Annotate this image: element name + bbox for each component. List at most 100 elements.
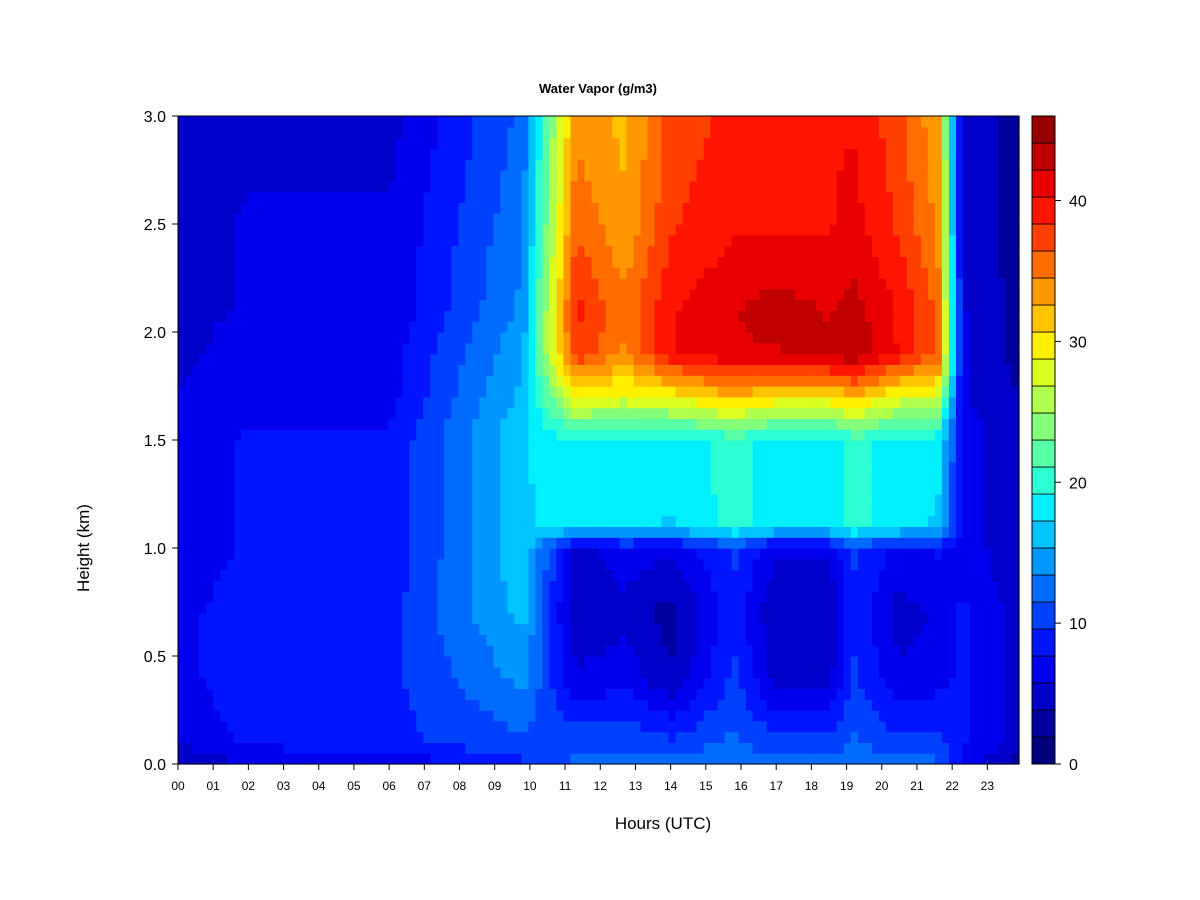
heatmap-cell	[332, 288, 340, 301]
heatmap-cell	[745, 483, 754, 495]
heatmap-cell	[388, 148, 396, 160]
heatmap-cell	[738, 170, 747, 182]
heatmap-cell	[528, 634, 537, 646]
heatmap-cell	[640, 224, 649, 236]
heatmap-cell	[297, 720, 305, 733]
heatmap-cell	[507, 299, 515, 311]
heatmap-cell	[605, 170, 614, 182]
heatmap-cell	[206, 548, 214, 560]
heatmap-cell	[381, 299, 389, 311]
heatmap-cell	[311, 364, 319, 376]
heatmap-cell	[241, 332, 249, 344]
heatmap-cell	[234, 245, 242, 257]
heatmap-cell	[325, 310, 333, 322]
heatmap-cell	[682, 116, 691, 128]
heatmap-cell	[472, 656, 480, 668]
heatmap-cell	[241, 224, 249, 236]
heatmap-cell	[549, 234, 558, 247]
heatmap-cell	[668, 450, 677, 463]
heatmap-cell	[521, 558, 530, 571]
heatmap-cell	[633, 418, 642, 430]
heatmap-cell	[248, 202, 256, 214]
heatmap-cell	[675, 699, 684, 711]
heatmap-cell	[395, 666, 403, 679]
heatmap-cell	[500, 375, 508, 387]
heatmap-cell	[283, 548, 291, 560]
heatmap-cell	[521, 278, 530, 290]
heatmap-cell	[717, 494, 726, 506]
heatmap-cell	[220, 450, 228, 463]
heatmap-cell	[675, 321, 684, 333]
heatmap-cell	[199, 731, 207, 743]
heatmap-cell	[619, 148, 628, 160]
heatmap-cell	[388, 612, 396, 625]
heatmap-cell	[514, 753, 523, 765]
heatmap-cell	[472, 288, 480, 301]
heatmap-cell	[598, 623, 607, 635]
heatmap-cell	[479, 342, 487, 355]
heatmap-cell	[185, 494, 193, 506]
heatmap-cell	[731, 504, 740, 517]
heatmap-cell	[710, 753, 719, 765]
heatmap-cell	[535, 742, 544, 754]
heatmap-cell	[542, 213, 551, 225]
heatmap-cell	[339, 191, 347, 203]
heatmap-cell	[430, 515, 438, 527]
heatmap-cell	[521, 310, 530, 322]
heatmap-cell	[374, 461, 382, 473]
heatmap-cell	[402, 591, 410, 603]
heatmap-cell	[675, 504, 684, 517]
heatmap-cell	[353, 710, 361, 722]
heatmap-cell	[577, 137, 586, 149]
heatmap-cell	[220, 677, 228, 689]
heatmap-cell	[283, 699, 291, 711]
heatmap-cell	[220, 137, 228, 149]
heatmap-cell	[640, 429, 649, 441]
heatmap-cell	[472, 591, 480, 603]
heatmap-cell	[255, 278, 263, 290]
heatmap-cell	[717, 440, 726, 452]
heatmap-cell	[507, 688, 515, 700]
heatmap-cell	[234, 710, 242, 722]
heatmap-cell	[514, 688, 523, 700]
heatmap-cell	[178, 418, 186, 430]
heatmap-cell	[717, 116, 726, 128]
heatmap-cell	[311, 407, 319, 419]
heatmap-cell	[549, 191, 558, 203]
heatmap-cell	[423, 375, 431, 387]
heatmap-cell	[283, 159, 291, 171]
heatmap-cell	[444, 526, 452, 538]
heatmap-cell	[682, 472, 691, 484]
heatmap-cell	[465, 612, 473, 625]
heatmap-cell	[311, 677, 319, 689]
heatmap-cell	[304, 634, 312, 646]
heatmap-cell	[430, 720, 438, 733]
heatmap-cell	[724, 310, 733, 322]
heatmap-cell	[724, 256, 733, 268]
heatmap-cell	[360, 472, 368, 484]
heatmap-cell	[507, 558, 515, 571]
heatmap-cell	[556, 407, 565, 419]
heatmap-cell	[661, 256, 670, 268]
heatmap-cell	[619, 494, 628, 506]
heatmap-cell	[199, 245, 207, 257]
heatmap-cell	[304, 645, 312, 657]
heatmap-cell	[563, 310, 572, 322]
heatmap-cell	[493, 548, 501, 560]
heatmap-cell	[605, 558, 614, 571]
heatmap-cell	[444, 591, 452, 603]
heatmap-cell	[584, 645, 593, 657]
heatmap-cell	[514, 656, 523, 668]
heatmap-cell	[353, 461, 361, 473]
heatmap-cell	[437, 623, 445, 635]
heatmap-cell	[640, 710, 649, 722]
heatmap-cell	[619, 472, 628, 484]
heatmap-cell	[276, 310, 284, 322]
heatmap-cell	[192, 137, 200, 149]
heatmap-cell	[269, 234, 277, 247]
heatmap-cell	[542, 656, 551, 668]
heatmap-cell	[248, 353, 256, 365]
heatmap-cell	[458, 116, 466, 128]
heatmap-cell	[668, 180, 677, 193]
heatmap-cell	[584, 353, 593, 365]
